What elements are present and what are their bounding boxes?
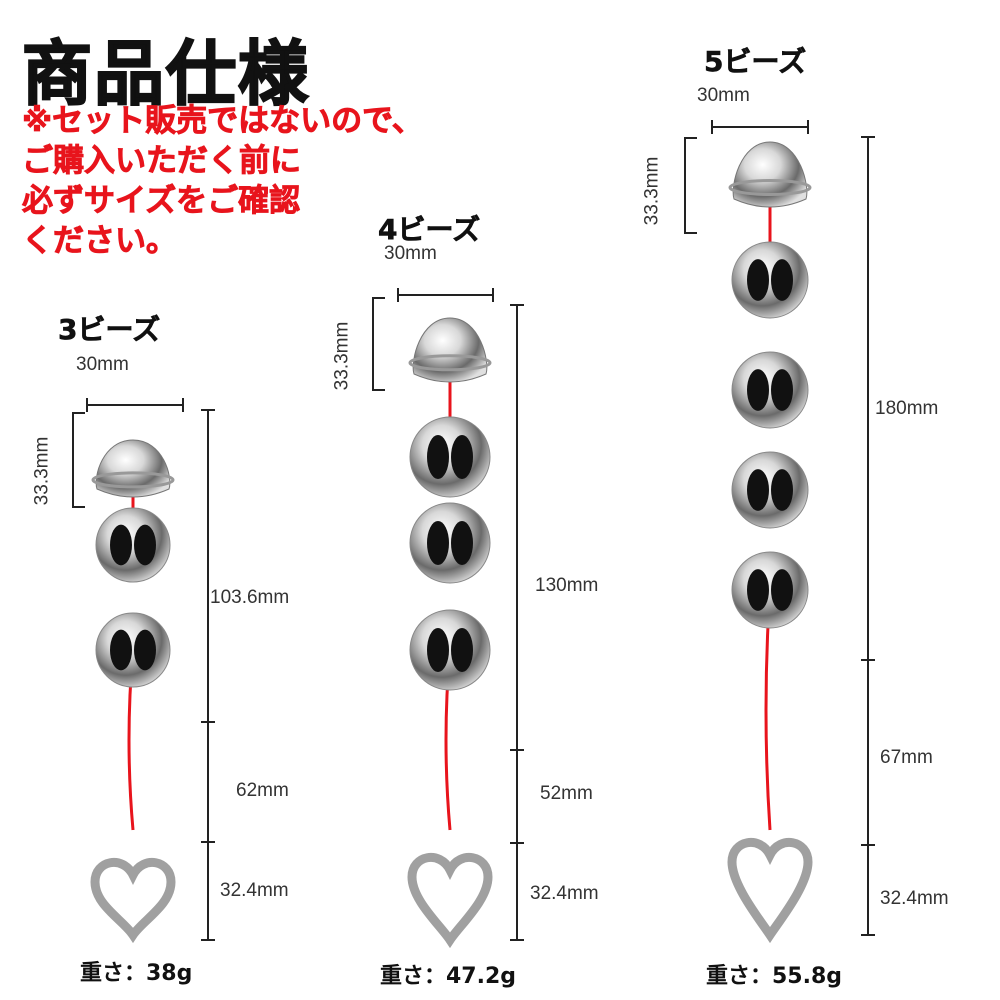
head-ring — [91, 471, 175, 489]
bead-reflection — [134, 524, 156, 566]
bead-reflection — [771, 259, 793, 301]
heart-handle — [407, 852, 493, 949]
bead-reflection — [771, 569, 793, 611]
product-title: 4ビーズ — [378, 213, 481, 247]
rope-length-label: 52mm — [540, 783, 593, 804]
metal-bead — [731, 551, 809, 629]
notice-line: ください。 — [22, 223, 178, 260]
handle-length-label: 32.4mm — [530, 883, 599, 904]
metal-bead — [95, 507, 171, 583]
product-title: 3ビーズ — [58, 313, 161, 347]
bead-reflection — [451, 521, 473, 565]
bead-length-label: 103.6mm — [210, 587, 290, 608]
width-label: 30mm — [384, 243, 437, 264]
heart-handle — [727, 837, 813, 944]
bead-reflection — [771, 469, 793, 511]
head-ring — [728, 179, 812, 196]
rope-length-label: 67mm — [880, 747, 933, 768]
handle-length-label: 32.4mm — [220, 880, 289, 901]
rope-length-label: 62mm — [236, 780, 289, 801]
bead-length-label: 180mm — [875, 398, 939, 419]
metal-bead — [409, 502, 491, 584]
bullet-head — [95, 439, 171, 498]
head-ring — [408, 354, 492, 372]
bead-reflection — [747, 369, 769, 411]
notice-line: ご購入いただく前に — [22, 143, 302, 180]
bead-reflection — [747, 259, 769, 301]
width-label: 30mm — [697, 85, 750, 106]
page-title: 商品仕様 — [21, 32, 310, 116]
metal-bead — [95, 612, 171, 688]
metal-bead — [409, 416, 491, 498]
notice-line: ※セット販売ではないので、 — [22, 103, 424, 140]
weight-label: 重さ：47.2g — [380, 964, 517, 989]
bead-length-label: 130mm — [535, 575, 599, 596]
metal-bead — [731, 451, 809, 529]
metal-bead — [409, 609, 491, 691]
bead-reflection — [427, 435, 449, 479]
weight-label: 重さ：55.8g — [706, 964, 843, 989]
bead-reflection — [451, 435, 473, 479]
bead-reflection — [451, 628, 473, 672]
heart-handle — [90, 857, 176, 944]
metal-bead — [731, 351, 809, 429]
head-height-label: 33.3mm — [641, 156, 663, 226]
bead-reflection — [747, 469, 769, 511]
product-title: 5ビーズ — [704, 45, 807, 79]
bead-reflection — [427, 521, 449, 565]
bead-reflection — [110, 629, 132, 671]
bead-reflection — [771, 369, 793, 411]
width-label: 30mm — [76, 354, 129, 375]
handle-length-label: 32.4mm — [880, 888, 949, 909]
notice-line: 必ずサイズをご確認 — [22, 183, 301, 220]
bullet-head — [732, 141, 808, 208]
bead-reflection — [747, 569, 769, 611]
bead-reflection — [110, 524, 132, 566]
head-height-label: 33.3mm — [31, 436, 53, 506]
weight-label: 重さ：38g — [80, 961, 193, 986]
bead-reflection — [134, 629, 156, 671]
metal-bead — [731, 241, 809, 319]
bead-reflection — [427, 628, 449, 672]
bullet-head — [412, 317, 488, 383]
head-height-label: 33.3mm — [331, 321, 353, 391]
